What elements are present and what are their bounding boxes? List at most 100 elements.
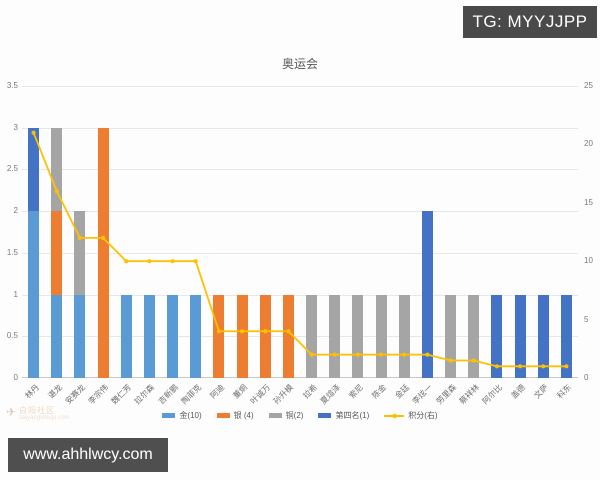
line-marker: [124, 259, 129, 264]
category-label: 夏煊泽: [318, 382, 342, 407]
x-axis-line: [22, 377, 578, 378]
bar-segment: [167, 294, 179, 378]
legend-item: 第四名(1): [318, 410, 369, 421]
line-marker: [216, 329, 222, 334]
category-label: 林丹: [22, 382, 41, 401]
points-line: [31, 130, 569, 369]
bar-segment: [306, 294, 318, 378]
line-marker: [286, 329, 291, 334]
legend-item: 铜(2): [268, 410, 303, 421]
bar-segment: [51, 294, 63, 378]
category-label: 科东: [555, 382, 574, 401]
legend-swatch: [216, 413, 230, 418]
category-label: 阿尔比: [480, 382, 504, 407]
bar-segment: [398, 294, 410, 378]
legend-line-swatch: [384, 413, 405, 418]
category-label: 孙升模: [272, 382, 296, 407]
legend-label: 银 (4): [233, 411, 254, 420]
category-label: 文萨: [532, 382, 551, 401]
legend-item: 金(10): [162, 410, 202, 421]
legend-item: 积分(右): [384, 410, 438, 421]
category-label: 叶诚万: [248, 382, 273, 407]
bar-segment: [51, 211, 63, 295]
site-watermark: www.ahhlwcy.com: [8, 438, 168, 472]
bar-segment: [74, 294, 86, 378]
bar-segment: [120, 294, 132, 378]
left-axis-tick: 3: [13, 122, 18, 132]
category-label: 谌龙: [46, 382, 64, 401]
bar-segment: [491, 294, 503, 378]
category-label: 陶菲克: [179, 382, 203, 407]
bar-segment: [375, 294, 387, 378]
tg-badge: TG: MYYJJPP: [463, 6, 597, 38]
gridline: [22, 252, 578, 254]
category-label: 拉尔森: [133, 382, 157, 407]
left-axis-tick: 0: [13, 373, 18, 382]
line-marker: [54, 189, 59, 194]
gridline: [22, 127, 578, 129]
left-axis-tick: 3.5: [6, 81, 18, 90]
category-label: 盖德: [509, 382, 528, 401]
left-axis-tick: 2: [13, 206, 18, 216]
line-marker: [425, 352, 430, 357]
bar-segment: [537, 294, 549, 378]
bar-segment: [560, 294, 572, 378]
chart-title: 奥运会: [281, 57, 318, 71]
line-marker: [263, 329, 268, 334]
bar-segment: [74, 211, 86, 295]
category-label: 索尼: [347, 382, 365, 401]
line-marker: [239, 329, 245, 334]
bar-segment: [236, 294, 248, 378]
left-axis-tick: 1: [13, 289, 18, 299]
gridline: [22, 211, 578, 213]
gridline: [22, 294, 578, 296]
right-axis-tick: 15: [584, 197, 593, 207]
category-label: 魏仁芳: [109, 382, 134, 407]
bar-segment: [97, 127, 109, 378]
bar-segment: [514, 294, 526, 378]
right-axis-tick: 5: [584, 314, 589, 324]
legend-label: 积分(右): [408, 411, 438, 420]
plot-area: [22, 86, 578, 378]
line-marker: [147, 259, 152, 264]
legend-label: 第四名(1): [335, 411, 370, 420]
legend-swatch: [268, 413, 282, 418]
category-label: 陈金: [370, 382, 389, 401]
line-marker: [541, 364, 546, 369]
left-axis-tick: 2.5: [6, 164, 18, 174]
line-marker: [564, 364, 569, 369]
bar-segment: [421, 211, 433, 378]
line-marker: [494, 364, 500, 369]
line-marker: [517, 364, 523, 369]
line-marker: [378, 352, 384, 357]
right-axis-tick: 10: [584, 256, 593, 266]
paper-plane-icon: ✈: [6, 405, 17, 419]
bar-segment: [28, 127, 40, 212]
line-marker: [77, 235, 83, 240]
line-marker: [448, 358, 453, 363]
line-marker: [402, 352, 407, 357]
left-axis-tick: 0.5: [6, 331, 18, 341]
chart-legend: 金(10) 银 (4) 铜(2) 第四名(1) 积分(右): [0, 410, 600, 421]
category-label: 蔡祥林: [457, 382, 481, 407]
line-marker: [471, 358, 476, 363]
line-marker: [355, 352, 361, 357]
right-axis-tick: 25: [584, 81, 593, 90]
faint-watermark-url: baiyangshequ.com: [19, 415, 70, 421]
category-label: 李炫一: [411, 382, 435, 407]
category-label: 李宗伟: [86, 382, 111, 407]
bar-segment: [329, 294, 341, 378]
category-label: 吉新鹏: [156, 382, 180, 407]
gridline: [22, 336, 578, 338]
legend-swatch: [162, 413, 176, 418]
bar-segment: [259, 294, 271, 378]
bar-segment: [213, 294, 225, 378]
bar-segment: [143, 294, 155, 378]
gridline: [22, 169, 578, 171]
faint-watermark: ✈ 白阳社区 baiyangshequ.com: [6, 406, 69, 422]
line-marker: [170, 259, 175, 264]
right-axis-tick: 20: [584, 139, 593, 149]
legend-item: 银 (4): [216, 410, 254, 421]
line-marker: [31, 130, 36, 135]
